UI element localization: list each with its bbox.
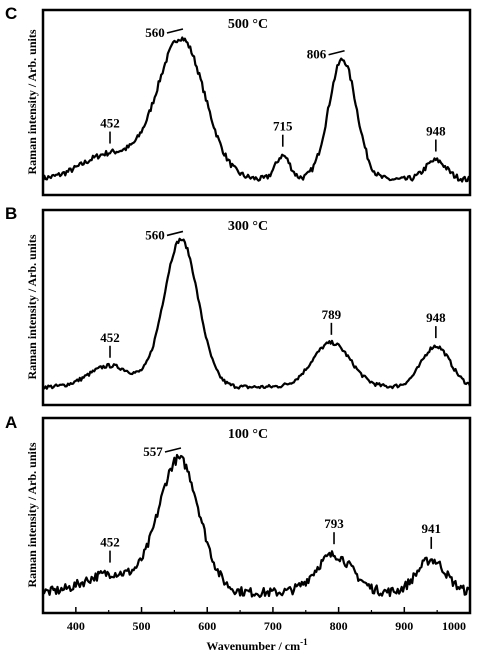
- x-axis-label-superscript: -1: [300, 637, 308, 647]
- panel-c-peak-labels: 452 560 715 806 948: [100, 25, 446, 152]
- panel-b-ylabel: Raman intensity / Arb. units: [25, 234, 39, 379]
- panel-a-ylabel: Raman intensity / Arb. units: [25, 442, 39, 587]
- panel-c-ylabel: Raman intensity / Arb. units: [25, 29, 39, 174]
- peak-label: 948: [426, 310, 446, 325]
- x-tick-label: 600: [198, 619, 216, 633]
- peak-label: 941: [421, 521, 441, 536]
- peak-label: 806: [307, 47, 327, 62]
- peak-label: 560: [145, 227, 165, 242]
- panel-b-spectrum: [42, 237, 472, 390]
- peak-label: 557: [143, 444, 163, 459]
- panel-a: A 100 °C Raman intensity / Arb. units 45…: [5, 413, 472, 615]
- panel-a-letter: A: [5, 413, 17, 432]
- x-tick-label: 800: [330, 619, 348, 633]
- peak-label: 452: [100, 535, 120, 550]
- x-tick-label: 700: [264, 619, 282, 633]
- x-tick-label: 900: [395, 619, 413, 633]
- panel-a-peak-labels: 452 557 793 941: [100, 444, 441, 563]
- x-axis-label: Wavenumber / cm-1: [206, 637, 308, 653]
- peak-marker: [166, 230, 184, 237]
- peak-label: 452: [100, 330, 120, 345]
- peak-marker: [166, 28, 184, 34]
- peak-label: 948: [426, 124, 446, 139]
- panel-b-frame: [41, 208, 472, 407]
- peak-marker: [328, 49, 345, 56]
- peak-marker: [164, 447, 182, 453]
- panel-b: B 300 °C Raman intensity / Arb. units 45…: [5, 204, 472, 407]
- panel-b-temperature: 300 °C: [228, 219, 268, 234]
- panel-c-temperature: 500 °C: [228, 17, 268, 32]
- x-axis: 400 500 600 700 800 900 1000: [42, 607, 471, 633]
- x-tick-label: 400: [67, 619, 85, 633]
- panel-c: C 500 °C Raman intensity / Arb. units 45…: [5, 4, 472, 197]
- peak-label: 793: [324, 516, 344, 531]
- peak-label: 560: [145, 25, 165, 40]
- x-tick-label: 500: [133, 619, 151, 633]
- panel-a-frame: [41, 416, 472, 615]
- panel-c-letter: C: [5, 4, 17, 23]
- panel-b-peak-labels: 452 560 789 948: [100, 227, 446, 358]
- x-tick-label: 1000: [442, 619, 466, 633]
- peak-label: 715: [273, 119, 293, 134]
- peak-label: 452: [100, 116, 120, 131]
- x-axis-label-text: Wavenumber / cm: [206, 639, 300, 653]
- panel-a-spectrum: [42, 453, 471, 598]
- panel-a-temperature: 100 °C: [228, 427, 268, 442]
- panel-c-frame: [41, 8, 472, 197]
- panel-c-spectrum: [41, 36, 471, 183]
- peak-label: 789: [322, 307, 342, 322]
- panel-b-letter: B: [5, 204, 17, 223]
